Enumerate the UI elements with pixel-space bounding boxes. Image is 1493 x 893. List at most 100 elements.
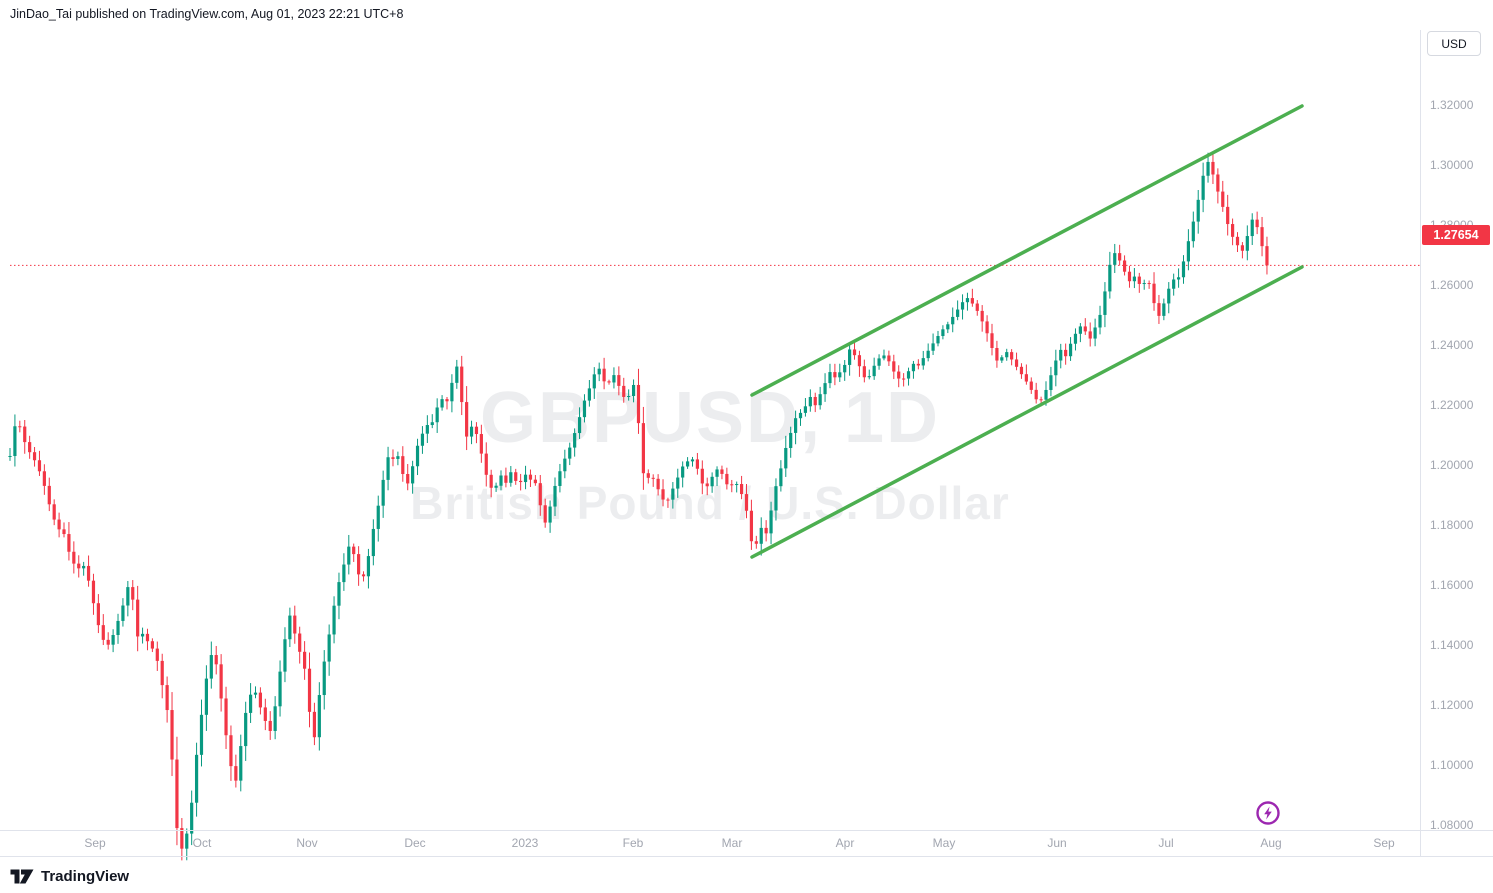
time-tick-label: Jul bbox=[1158, 836, 1174, 850]
candle-body bbox=[921, 358, 925, 366]
widget-bottom-border bbox=[0, 856, 1493, 857]
candle-body bbox=[411, 466, 415, 484]
candle-body bbox=[666, 499, 670, 501]
candle-body bbox=[936, 336, 940, 344]
candle-body bbox=[91, 580, 96, 604]
candle-body bbox=[381, 479, 385, 506]
candle-body bbox=[646, 473, 650, 478]
candle-body bbox=[96, 603, 100, 626]
candle-body bbox=[1068, 343, 1073, 357]
candle-body bbox=[818, 394, 822, 406]
candle-body bbox=[577, 417, 582, 434]
candle-body bbox=[1196, 199, 1200, 222]
candle-body bbox=[28, 442, 32, 453]
candle-body bbox=[862, 366, 866, 378]
candle-body bbox=[715, 469, 719, 477]
candle-body bbox=[469, 426, 474, 437]
candle-body bbox=[1118, 253, 1122, 261]
candle-body bbox=[278, 671, 282, 707]
time-axis-separator bbox=[0, 830, 1493, 831]
candle-body bbox=[612, 375, 616, 383]
candle-body bbox=[13, 426, 17, 456]
candle-body bbox=[131, 587, 135, 600]
candle-body bbox=[1221, 191, 1225, 207]
candle-body bbox=[165, 685, 169, 711]
candle-body bbox=[1019, 366, 1024, 375]
time-tick-label: Dec bbox=[404, 836, 426, 850]
candle-body bbox=[946, 324, 950, 330]
candle-body bbox=[47, 485, 51, 505]
candle-body bbox=[995, 348, 999, 361]
candle-body bbox=[843, 364, 847, 373]
lightning-bolt-icon bbox=[1256, 801, 1280, 825]
candle-body bbox=[685, 461, 690, 467]
candle-body bbox=[631, 384, 636, 397]
candle-body bbox=[523, 474, 528, 483]
candle-body bbox=[1073, 333, 1078, 344]
candle-body bbox=[1049, 375, 1053, 390]
candle-body bbox=[1108, 264, 1112, 292]
candle-body bbox=[700, 468, 704, 484]
candle-body bbox=[474, 426, 479, 435]
candle-body bbox=[784, 447, 788, 469]
candle-body bbox=[1010, 352, 1014, 360]
candle-body bbox=[288, 615, 292, 640]
candle-body bbox=[420, 433, 425, 446]
candle-body bbox=[749, 510, 754, 542]
candle-body bbox=[425, 425, 429, 434]
candle-body bbox=[415, 445, 420, 467]
candle-body bbox=[528, 474, 533, 480]
channel-lower-line[interactable] bbox=[750, 265, 1304, 559]
candle-body bbox=[1181, 261, 1186, 278]
candle-body bbox=[298, 633, 302, 652]
attribution-text: JinDao_Tai published on TradingView.com,… bbox=[10, 7, 404, 21]
candle-body bbox=[248, 694, 253, 713]
candle-body bbox=[558, 471, 562, 486]
candle-body bbox=[877, 358, 881, 366]
chart-pane[interactable]: GBPUSD, 1D British Pound / U.S. Dollar bbox=[0, 30, 1493, 861]
candle-body bbox=[543, 505, 547, 523]
candle-body bbox=[1152, 283, 1156, 304]
candle-body bbox=[1132, 276, 1136, 282]
candle-body bbox=[852, 349, 857, 356]
candle-body bbox=[636, 384, 641, 424]
candle-body bbox=[882, 355, 886, 359]
candle-body bbox=[317, 695, 321, 738]
price-tick-label: 1.08000 bbox=[1430, 818, 1474, 832]
candle-body bbox=[1255, 219, 1259, 228]
candle-body bbox=[1260, 227, 1264, 247]
footer-brand[interactable]: TradingView bbox=[10, 864, 129, 888]
candle-body bbox=[376, 505, 380, 529]
candle-body bbox=[86, 565, 91, 581]
candle-body bbox=[32, 452, 37, 461]
candle-body bbox=[239, 746, 243, 781]
candle-body bbox=[1044, 389, 1048, 400]
candle-body bbox=[951, 316, 955, 325]
candlestick-chart[interactable] bbox=[0, 30, 1493, 893]
candle-body bbox=[155, 648, 159, 661]
currency-unit-button[interactable]: USD bbox=[1427, 31, 1481, 56]
candle-body bbox=[229, 735, 233, 767]
candle-body bbox=[779, 468, 783, 487]
candle-body bbox=[592, 374, 596, 389]
candle-body bbox=[150, 641, 154, 649]
candle-body bbox=[808, 396, 812, 407]
candle-body bbox=[214, 655, 218, 665]
candle-body bbox=[460, 366, 464, 403]
candle-body bbox=[813, 396, 817, 406]
candle-body bbox=[607, 381, 611, 383]
price-tick-label: 1.14000 bbox=[1430, 638, 1474, 652]
candle-body bbox=[661, 489, 665, 500]
candle-body bbox=[42, 471, 46, 486]
candle-body bbox=[479, 434, 483, 454]
candle-body bbox=[911, 363, 916, 372]
candle-body bbox=[774, 486, 778, 511]
candle-body bbox=[980, 310, 984, 322]
candle-body bbox=[1137, 276, 1141, 284]
candle-body bbox=[111, 635, 115, 645]
candle-body bbox=[484, 453, 488, 475]
candle-body bbox=[970, 298, 974, 304]
event-marker[interactable] bbox=[1254, 799, 1282, 827]
candle-body bbox=[789, 432, 793, 448]
channel-upper-line[interactable] bbox=[750, 104, 1304, 397]
